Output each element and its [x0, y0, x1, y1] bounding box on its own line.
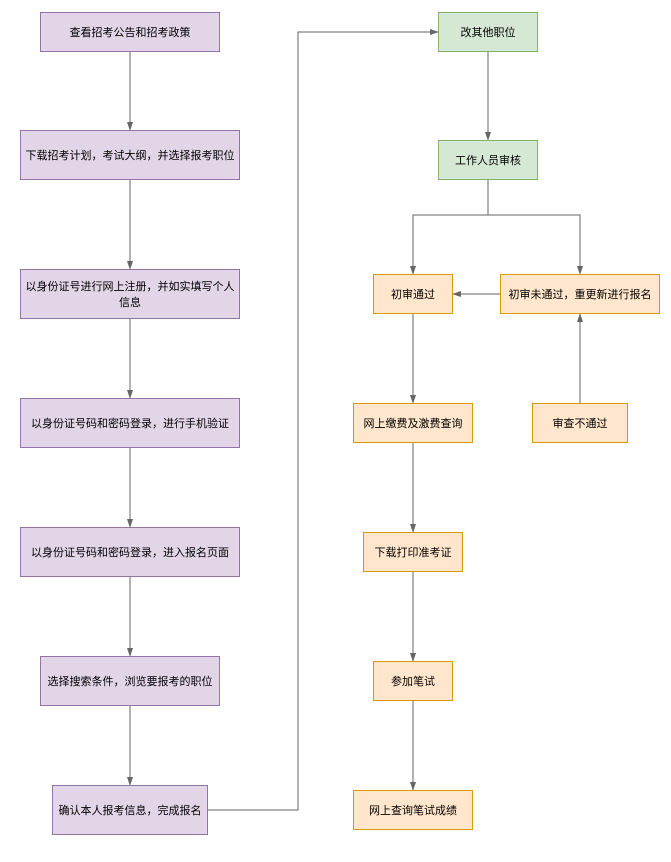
node-label: 初审未通过，重更新进行报名 [509, 286, 652, 302]
node-label: 下载招考计划，考试大纲，并选择报考职位 [26, 147, 235, 163]
node-label: 工作人员审核 [455, 152, 521, 168]
node-label: 参加笔试 [391, 673, 435, 689]
node-n9: 工作人员审核 [438, 140, 538, 180]
node-n13: 审查不通过 [532, 403, 628, 443]
node-n15: 参加笔试 [373, 661, 453, 701]
node-n16: 网上查询笔试成绩 [353, 790, 473, 830]
node-label: 查看招考公告和招考政策 [70, 24, 191, 40]
node-label: 确认本人报考信息，完成报名 [59, 802, 202, 818]
node-n1: 查看招考公告和招考政策 [40, 12, 220, 52]
node-n10: 初审通过 [373, 274, 453, 314]
node-label: 以身份证号码和密码登录，进入报名页面 [31, 544, 229, 560]
node-label: 选择搜索条件，浏览要报考的职位 [48, 673, 213, 689]
node-label: 以身份证号进行网上注册，并如实填写个人信息 [25, 278, 235, 310]
node-n11: 初审未通过，重更新进行报名 [500, 274, 660, 314]
node-n3: 以身份证号进行网上注册，并如实填写个人信息 [20, 269, 240, 319]
node-n8: 改其他职位 [438, 12, 538, 52]
edge-10 [488, 215, 580, 274]
node-label: 以身份证号码和密码登录，进行手机验证 [31, 415, 229, 431]
edge-9 [413, 215, 488, 274]
node-n12: 网上缴费及激费查询 [353, 403, 473, 443]
node-label: 改其他职位 [461, 24, 516, 40]
node-n7: 确认本人报考信息，完成报名 [52, 785, 208, 835]
node-n5: 以身份证号码和密码登录，进入报名页面 [20, 527, 240, 577]
node-label: 网上查询笔试成绩 [369, 802, 457, 818]
node-label: 初审通过 [391, 286, 435, 302]
node-n6: 选择搜索条件，浏览要报考的职位 [40, 656, 220, 706]
node-n4: 以身份证号码和密码登录，进行手机验证 [20, 398, 240, 448]
node-label: 审查不通过 [553, 415, 608, 431]
node-n2: 下载招考计划，考试大纲，并选择报考职位 [20, 130, 240, 180]
node-label: 网上缴费及激费查询 [364, 415, 463, 431]
node-n14: 下载打印准考证 [363, 532, 463, 572]
node-label: 下载打印准考证 [375, 544, 452, 560]
